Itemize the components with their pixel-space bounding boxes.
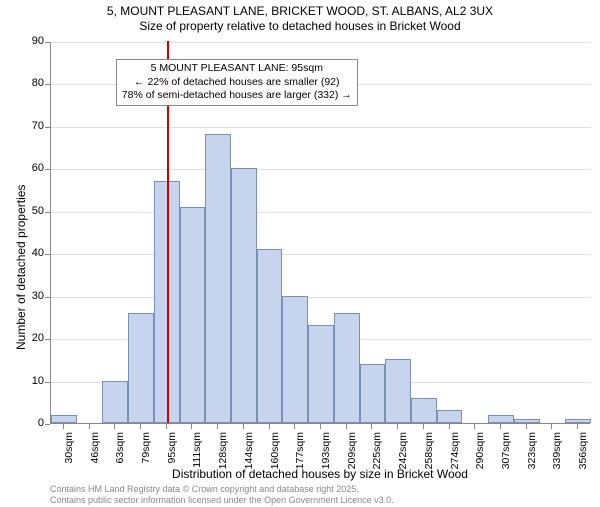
x-tick-label: 242sqm — [397, 432, 409, 482]
gridline — [51, 42, 591, 43]
x-tick-label: 225sqm — [371, 432, 383, 482]
x-tick-label: 144sqm — [243, 432, 255, 482]
histogram-bar — [514, 419, 540, 423]
histogram-bar — [334, 313, 360, 423]
histogram-bar — [257, 249, 283, 423]
x-tick-label: 339sqm — [551, 432, 563, 482]
x-tick-mark — [63, 424, 64, 429]
x-tick-label: 356sqm — [577, 432, 589, 482]
x-tick-label: 209sqm — [346, 432, 358, 482]
x-tick-mark — [217, 424, 218, 429]
y-tick-label: 50 — [22, 205, 44, 217]
x-tick-mark — [346, 424, 347, 429]
y-tick-label: 60 — [22, 162, 44, 174]
histogram-bar — [128, 313, 154, 423]
gridline — [51, 254, 591, 255]
gridline — [51, 297, 591, 298]
y-tick-label: 20 — [22, 332, 44, 344]
y-tick-mark — [45, 297, 50, 298]
x-tick-mark — [500, 424, 501, 429]
x-tick-label: 63sqm — [114, 432, 126, 482]
x-tick-label: 290sqm — [474, 432, 486, 482]
x-tick-mark — [114, 424, 115, 429]
gridline — [51, 127, 591, 128]
x-tick-label: 79sqm — [140, 432, 152, 482]
x-tick-mark — [577, 424, 578, 429]
x-tick-mark — [449, 424, 450, 429]
histogram-bar — [565, 419, 591, 423]
x-tick-mark — [423, 424, 424, 429]
histogram-bar — [231, 168, 257, 423]
x-tick-mark — [191, 424, 192, 429]
attribution-line-1: Contains HM Land Registry data © Crown c… — [50, 484, 394, 495]
y-tick-mark — [45, 382, 50, 383]
x-tick-mark — [269, 424, 270, 429]
y-tick-label: 30 — [22, 290, 44, 302]
x-tick-label: 177sqm — [294, 432, 306, 482]
x-tick-mark — [474, 424, 475, 429]
x-tick-label: 111sqm — [191, 432, 203, 482]
x-tick-mark — [89, 424, 90, 429]
x-tick-label: 30sqm — [63, 432, 75, 482]
x-tick-mark — [140, 424, 141, 429]
x-tick-label: 46sqm — [89, 432, 101, 482]
x-tick-label: 193sqm — [320, 432, 332, 482]
y-tick-mark — [45, 169, 50, 170]
annotation-line: 78% of semi-detached houses are larger (… — [122, 89, 352, 103]
x-tick-label: 307sqm — [500, 432, 512, 482]
y-tick-label: 90 — [22, 35, 44, 47]
annotation-box: 5 MOUNT PLEASANT LANE: 95sqm← 22% of det… — [116, 59, 358, 106]
chart-title: 5, MOUNT PLEASANT LANE, BRICKET WOOD, ST… — [0, 4, 600, 34]
attribution-line-2: Contains public sector information licen… — [50, 495, 394, 506]
histogram-bar — [282, 296, 308, 423]
histogram-bar — [385, 359, 411, 423]
y-tick-label: 0 — [22, 417, 44, 429]
histogram-bar — [205, 134, 231, 423]
y-tick-label: 10 — [22, 375, 44, 387]
x-tick-mark — [294, 424, 295, 429]
x-tick-label: 323sqm — [526, 432, 538, 482]
title-line-2: Size of property relative to detached ho… — [0, 19, 600, 34]
x-tick-mark — [397, 424, 398, 429]
histogram-bar — [488, 415, 514, 423]
y-tick-mark — [45, 254, 50, 255]
x-tick-mark — [320, 424, 321, 429]
x-tick-label: 95sqm — [166, 432, 178, 482]
y-tick-mark — [45, 42, 50, 43]
histogram-bar — [51, 415, 77, 423]
x-tick-label: 274sqm — [449, 432, 461, 482]
histogram-bar — [411, 398, 437, 423]
y-tick-label: 80 — [22, 77, 44, 89]
y-tick-mark — [45, 84, 50, 85]
gridline — [51, 212, 591, 213]
title-line-1: 5, MOUNT PLEASANT LANE, BRICKET WOOD, ST… — [0, 4, 600, 19]
y-tick-mark — [45, 424, 50, 425]
histogram-plot-area: 5 MOUNT PLEASANT LANE: 95sqm← 22% of det… — [50, 42, 590, 424]
y-tick-label: 70 — [22, 120, 44, 132]
x-tick-label: 160sqm — [269, 432, 281, 482]
x-tick-label: 128sqm — [217, 432, 229, 482]
histogram-bar — [360, 364, 386, 423]
x-tick-mark — [551, 424, 552, 429]
histogram-bar — [102, 381, 128, 423]
attribution-text: Contains HM Land Registry data © Crown c… — [50, 484, 394, 507]
histogram-bar — [180, 207, 206, 423]
histogram-bar — [437, 410, 463, 423]
x-tick-mark — [243, 424, 244, 429]
x-tick-label: 258sqm — [423, 432, 435, 482]
y-tick-mark — [45, 127, 50, 128]
x-tick-mark — [371, 424, 372, 429]
annotation-line: 5 MOUNT PLEASANT LANE: 95sqm — [122, 62, 352, 76]
annotation-line: ← 22% of detached houses are smaller (92… — [122, 76, 352, 90]
x-tick-mark — [526, 424, 527, 429]
y-tick-mark — [45, 339, 50, 340]
gridline — [51, 169, 591, 170]
histogram-bar — [308, 325, 334, 423]
y-tick-mark — [45, 212, 50, 213]
x-tick-mark — [166, 424, 167, 429]
y-tick-label: 40 — [22, 247, 44, 259]
